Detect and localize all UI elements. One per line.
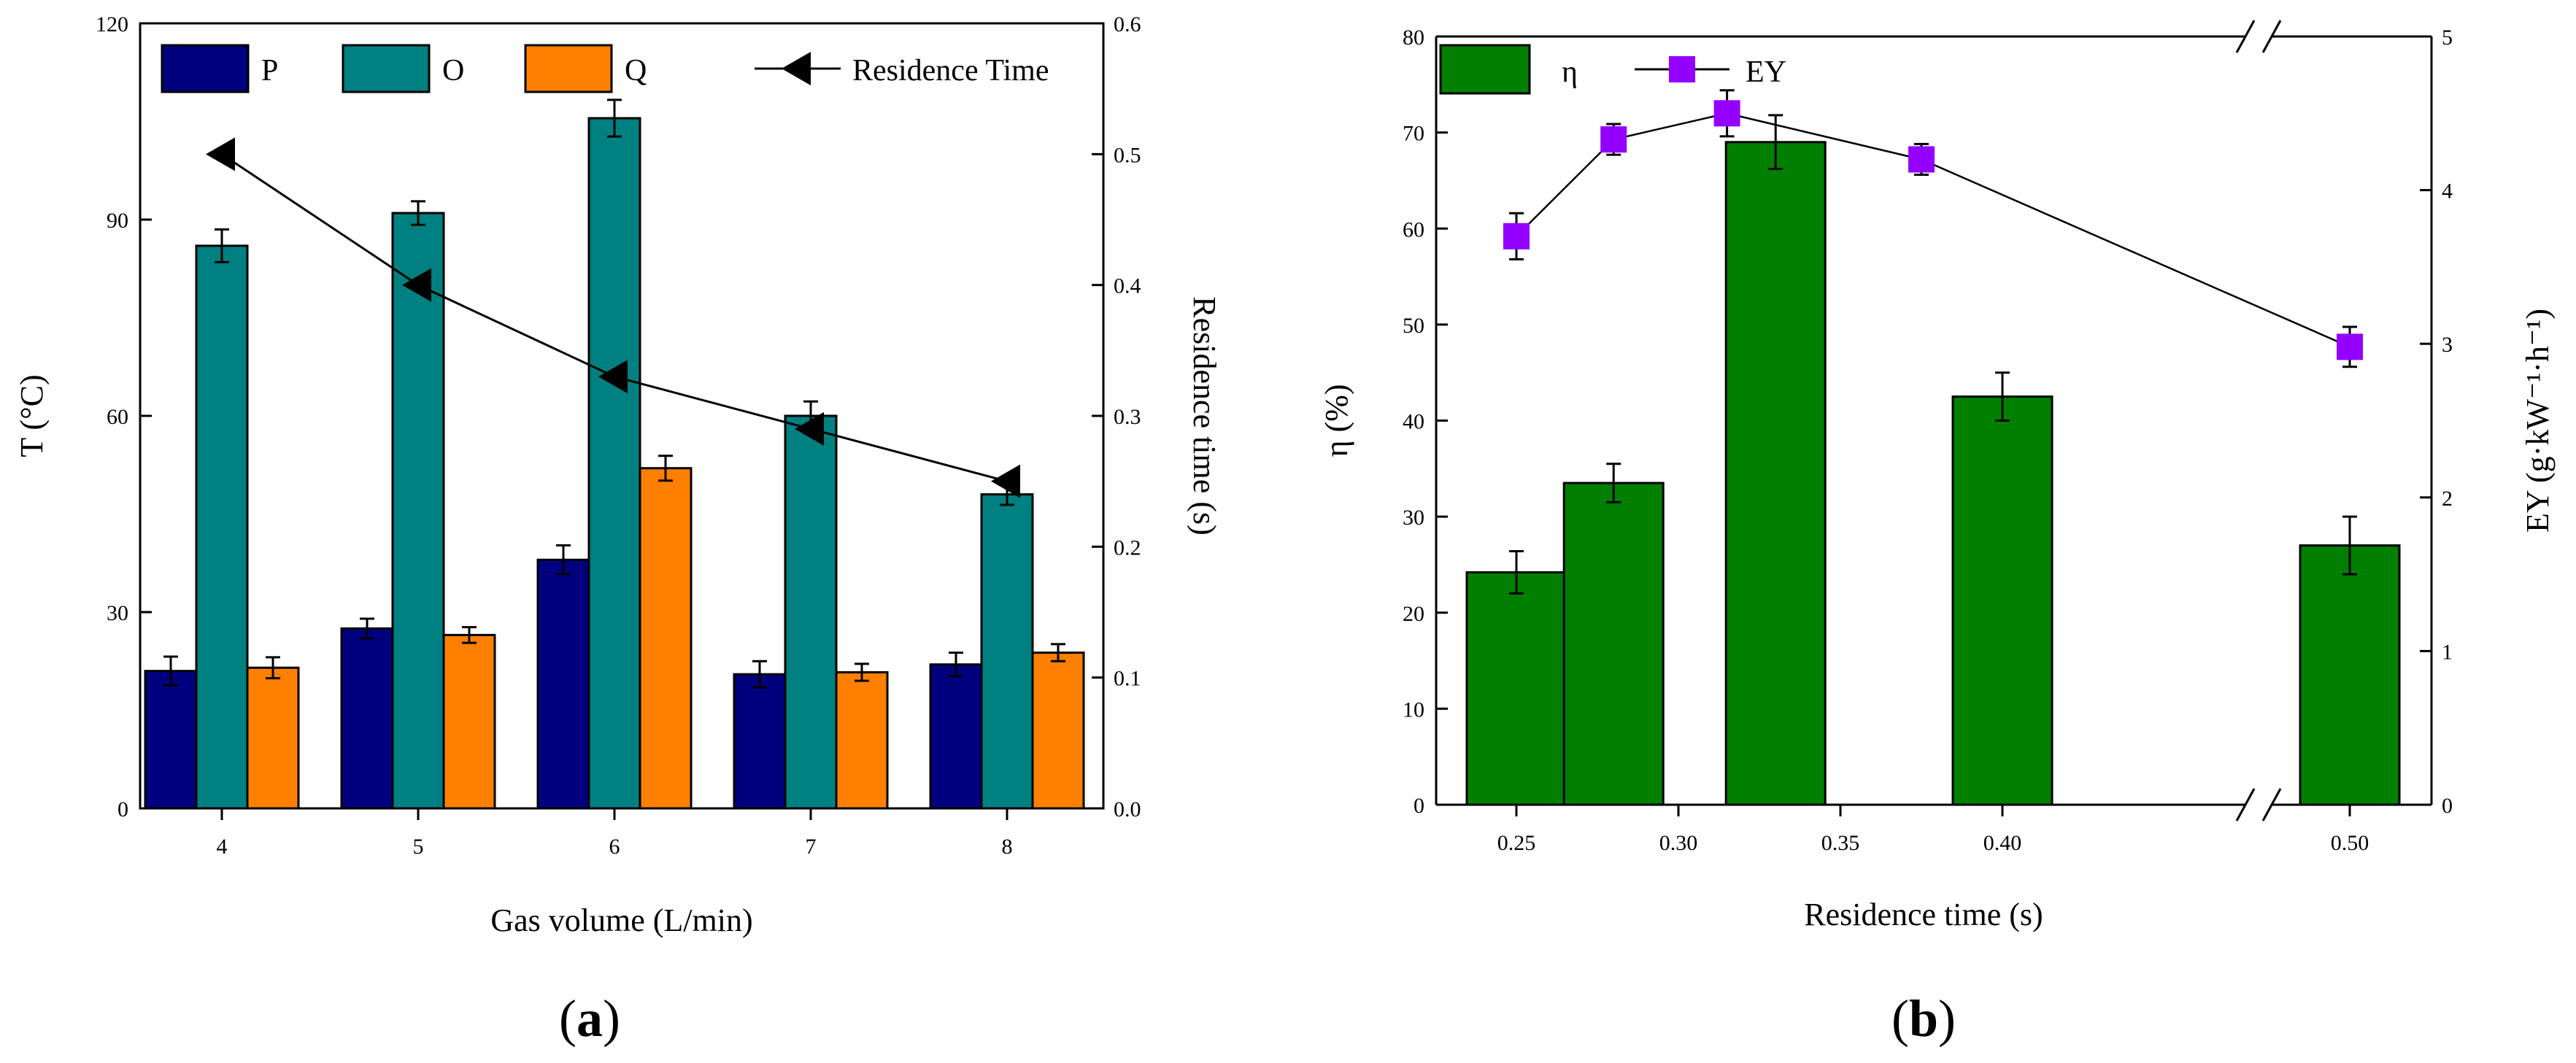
- x-tick-label: 0.35: [1821, 831, 1860, 855]
- x-tick-label: 7: [806, 835, 817, 859]
- x-tick-label: 5: [413, 835, 424, 859]
- bar-p: [144, 670, 198, 810]
- y-tick-label: 60: [1403, 217, 1424, 241]
- legend-label-o: O: [442, 54, 464, 88]
- y-tick-label: 40: [1403, 410, 1424, 434]
- x-tick-label: 8: [1002, 835, 1013, 859]
- ey-marker: [2337, 333, 2363, 360]
- ey-marker: [1600, 126, 1627, 153]
- legend-marker-residence-time: [782, 52, 811, 85]
- residence-time-marker: [206, 137, 235, 171]
- bar-eta: [1562, 482, 1665, 806]
- bar-q: [835, 670, 889, 810]
- bar-o: [391, 212, 445, 810]
- y-tick-label: 0: [1414, 794, 1424, 818]
- chart-panel-a: 0 30 60 90 120 0.0 0.1 0.2 0.3 0.4 0.5 0.6 4 5 6 7 8 P O Q R…: [14, 12, 1222, 1048]
- bar-p: [536, 558, 590, 810]
- x-axis-label: Gas volume (L/min): [490, 902, 752, 938]
- bar-eta: [1724, 141, 1827, 806]
- y2-tick-label: 4: [2442, 179, 2453, 204]
- residence-time-marker: [402, 268, 431, 302]
- bar-o: [587, 117, 641, 810]
- y2-tick-label: 0: [2442, 794, 2453, 818]
- y-tick-label: 10: [1403, 697, 1424, 722]
- y-tick-label: 0: [117, 797, 128, 822]
- legend-label-eta: η: [1562, 55, 1578, 89]
- legend-label-ey: EY: [1746, 55, 1786, 89]
- bar-p: [733, 673, 787, 810]
- ey-marker: [1713, 100, 1740, 127]
- residence-time-marker: [795, 411, 824, 446]
- panel-caption-b: (b): [1891, 989, 1956, 1048]
- y-tick-label: 60: [107, 405, 128, 429]
- legend-label-residence-time: Residence Time: [852, 54, 1049, 88]
- x-tick-label: 6: [609, 835, 620, 859]
- legend-swatch-p: [161, 44, 250, 93]
- residence-time-marker: [991, 464, 1020, 498]
- legend-label-q: Q: [625, 54, 647, 88]
- x-tick-label: 0.30: [1659, 831, 1698, 855]
- y2-tick-label: 5: [2442, 26, 2453, 50]
- y2-tick-label: 0.3: [1114, 405, 1141, 429]
- bar-q: [639, 467, 693, 810]
- y2-tick-label: 0.5: [1114, 143, 1141, 167]
- panel-caption-a: (a): [559, 989, 620, 1048]
- bar-q: [1031, 652, 1085, 810]
- x-axis-label: Residence time (s): [1804, 897, 2043, 932]
- y2-axis-label: EY (g·kW⁻¹·h⁻¹): [2520, 309, 2556, 533]
- y-tick-label: 120: [96, 12, 128, 36]
- bar-o: [784, 414, 838, 810]
- y2-tick-label: 0.6: [1114, 12, 1141, 36]
- y-tick-label: 50: [1403, 314, 1424, 338]
- y2-tick-label: 0.4: [1114, 274, 1141, 298]
- axis-break-mark: [2235, 788, 2256, 822]
- ey-marker: [1503, 223, 1530, 250]
- axis-break-mark: [2261, 788, 2282, 822]
- bar-eta: [1465, 571, 1567, 806]
- y-tick-label: 30: [107, 601, 128, 625]
- legend-swatch-eta: [1439, 44, 1531, 95]
- x-tick-label: 0.50: [2331, 831, 2369, 855]
- bar-o: [195, 244, 249, 810]
- legend-swatch-o: [342, 44, 431, 93]
- x-tick-label: 4: [217, 835, 228, 859]
- x-tick-label: 0.25: [1497, 831, 1536, 855]
- bar-eta: [1951, 395, 2054, 806]
- bar-q: [246, 666, 300, 810]
- y2-tick-label: 0.1: [1114, 667, 1141, 691]
- chart-panel-b: 0 10 20 30 40 50 60 70 80 0 1 2 3 4 5 0.25 0.30 0.35 0.40 0…: [1319, 20, 2556, 1048]
- bar-eta: [2299, 544, 2401, 806]
- ey-marker: [1908, 146, 1935, 173]
- legend-marker-ey: [1669, 56, 1695, 82]
- y-axis-label: T (°C): [14, 374, 50, 457]
- y2-axis-label: Residence time (s): [1187, 296, 1222, 535]
- y2-tick-label: 1: [2442, 640, 2453, 664]
- legend-swatch-q: [524, 44, 613, 93]
- axis-break-mark: [2261, 20, 2282, 53]
- axis-break-mark: [2235, 20, 2256, 53]
- x-tick-label: 0.40: [1983, 831, 2022, 855]
- y-tick-label: 30: [1403, 506, 1424, 530]
- y2-tick-label: 0.0: [1114, 797, 1141, 822]
- y-tick-label: 20: [1403, 602, 1424, 626]
- legend-label-p: P: [261, 54, 278, 88]
- bar-o: [980, 493, 1034, 810]
- y-tick-label: 90: [107, 209, 128, 233]
- residence-time-marker: [598, 360, 628, 394]
- y2-tick-label: 3: [2442, 333, 2453, 357]
- y2-tick-label: 0.2: [1114, 536, 1141, 560]
- bar-p: [340, 627, 394, 810]
- bar-p: [929, 663, 983, 810]
- y2-tick-label: 2: [2442, 487, 2453, 511]
- y-axis-label: η (%): [1319, 384, 1354, 457]
- y-tick-label: 80: [1403, 26, 1424, 50]
- y-tick-label: 70: [1403, 122, 1424, 146]
- bar-q: [442, 633, 496, 810]
